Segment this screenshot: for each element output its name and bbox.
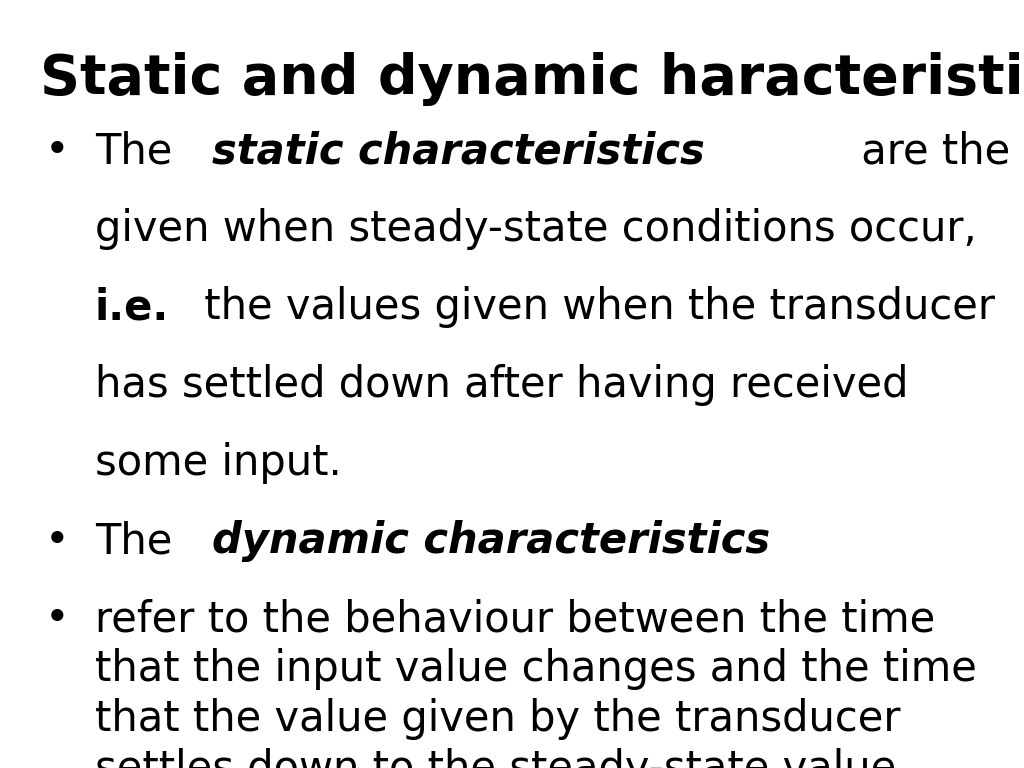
Text: The: The [95,130,185,172]
Text: the values given when the transducer: the values given when the transducer [190,286,994,328]
Text: i.e.: i.e. [95,286,169,328]
Text: refer to the behaviour between the time: refer to the behaviour between the time [95,598,935,640]
Text: dynamic characteristics: dynamic characteristics [212,520,770,562]
Text: settles down to the steady-state value.: settles down to the steady-state value. [95,748,909,768]
Text: Static and dynamic haracteristics: Static and dynamic haracteristics [40,52,1024,106]
Text: some input.: some input. [95,442,342,484]
Text: •: • [45,130,70,172]
Text: •: • [45,598,70,640]
Text: The: The [95,520,185,562]
Text: static characteristics: static characteristics [212,130,705,172]
Text: are the values: are the values [848,130,1024,172]
Text: given when steady-state conditions occur,: given when steady-state conditions occur… [95,208,977,250]
Text: that the input value changes and the time: that the input value changes and the tim… [95,648,977,690]
Text: has settled down after having received: has settled down after having received [95,364,908,406]
Text: that the value given by the transducer: that the value given by the transducer [95,698,900,740]
Text: •: • [45,520,70,562]
